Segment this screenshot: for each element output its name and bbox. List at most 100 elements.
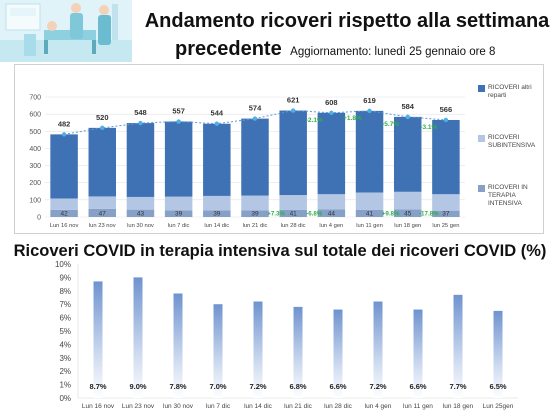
bar-segment bbox=[432, 194, 460, 211]
ti-change-label: -17.8% bbox=[419, 211, 439, 218]
bar-segment bbox=[203, 210, 231, 217]
y-tick-label: 9% bbox=[59, 273, 71, 282]
bar-value-label: 6.6% bbox=[329, 382, 346, 391]
legend-label-ti: RICOVERI IN TERAPIA INTENSIVA bbox=[488, 184, 528, 207]
ti-data-label: 45 bbox=[404, 211, 412, 218]
bar-segment bbox=[279, 209, 307, 217]
trend-point bbox=[100, 125, 105, 131]
update-timestamp: Aggiornamento: lunedì 25 gennaio ore 8 bbox=[290, 46, 496, 58]
trend-point bbox=[61, 132, 67, 137]
y-tick-label: 1% bbox=[59, 381, 71, 390]
ti-data-label: 44 bbox=[328, 211, 336, 218]
trend-point bbox=[138, 120, 143, 126]
total-change-label: -2.1% bbox=[306, 117, 323, 124]
x-tick-label: lun 18 gen bbox=[394, 223, 421, 229]
ti-change-label: +7.3% bbox=[267, 211, 285, 218]
bar bbox=[293, 306, 303, 398]
bar-segment bbox=[317, 112, 346, 195]
ti-data-label: 39 bbox=[251, 211, 259, 218]
ti-data-label: 41 bbox=[366, 211, 374, 218]
trend-point bbox=[214, 121, 220, 126]
bar bbox=[173, 293, 183, 398]
bar-segment bbox=[317, 194, 346, 210]
y-tick-label: 10% bbox=[55, 260, 71, 269]
y-tick-label: 2% bbox=[59, 367, 71, 376]
x-tick-label: Lun 16 nov bbox=[50, 223, 79, 229]
y-tick-label: 100 bbox=[29, 197, 41, 204]
main-title: Andamento ricoveri rispetto alla settima… bbox=[144, 10, 550, 32]
y-tick-label: 300 bbox=[29, 163, 41, 170]
x-tick-label: lun 28 dic bbox=[281, 223, 306, 229]
bar bbox=[373, 301, 383, 398]
total-data-label: 557 bbox=[172, 107, 185, 116]
bar-segment bbox=[164, 210, 193, 217]
x-tick-label: lun 21 dic bbox=[284, 403, 313, 410]
y-tick-label: 600 bbox=[29, 112, 41, 119]
total-change-label: -3.1% bbox=[420, 124, 437, 131]
legend-swatch-altri bbox=[478, 85, 485, 92]
ti-data-label: 39 bbox=[213, 211, 221, 218]
main-title-line2: precedente bbox=[175, 38, 282, 60]
y-tick-label: 0 bbox=[37, 215, 41, 222]
x-tick-label: lun 4 gen bbox=[319, 223, 343, 229]
ti-data-label: 43 bbox=[137, 211, 145, 218]
legend-swatch-sub bbox=[478, 135, 485, 142]
total-data-label: 574 bbox=[249, 104, 262, 113]
bar-segment bbox=[279, 195, 307, 210]
x-tick-label: lun 23 nov bbox=[89, 223, 116, 229]
hospital-illustration bbox=[0, 0, 132, 62]
total-data-label: 566 bbox=[440, 105, 453, 114]
bar bbox=[213, 304, 223, 398]
bar-segment bbox=[126, 123, 155, 197]
bar-segment bbox=[355, 192, 384, 210]
x-tick-label: lun 4 gen bbox=[365, 403, 392, 410]
bar-segment bbox=[203, 195, 231, 211]
chart2-title: Ricoveri COVID in terapia intensiva sul … bbox=[13, 242, 547, 260]
ti-data-label: 41 bbox=[290, 211, 298, 218]
bar-segment bbox=[88, 127, 117, 197]
bar-segment bbox=[393, 209, 422, 217]
bar-value-label: 7.2% bbox=[369, 382, 386, 391]
bar bbox=[413, 309, 423, 398]
x-tick-label: Lun 25gen bbox=[483, 403, 514, 410]
x-tick-label: lun 7 dic bbox=[168, 223, 190, 229]
trend-point bbox=[252, 116, 258, 121]
x-tick-label: lun 14 dic bbox=[204, 223, 229, 229]
bar-value-label: 7.2% bbox=[249, 382, 266, 391]
bar-value-label: 7.8% bbox=[169, 382, 186, 391]
x-tick-label: lun 11 gen bbox=[356, 223, 383, 229]
trend-point bbox=[443, 117, 449, 123]
x-tick-label: lun 30 nov bbox=[127, 223, 154, 229]
x-tick-label: lun 11 gen bbox=[403, 403, 433, 410]
bar-segment bbox=[355, 209, 384, 217]
bar bbox=[333, 309, 343, 398]
bar-segment bbox=[393, 116, 422, 192]
x-tick-label: Lun 16 nov bbox=[82, 403, 115, 410]
bar bbox=[493, 310, 503, 398]
bar-segment bbox=[164, 196, 193, 211]
total-data-label: 544 bbox=[211, 109, 224, 118]
bar bbox=[93, 281, 103, 398]
x-tick-label: lun 21 dic bbox=[243, 223, 268, 229]
legend-swatch-ti bbox=[478, 185, 485, 192]
bar-segment bbox=[241, 195, 269, 211]
trend-point bbox=[367, 108, 372, 114]
bar bbox=[453, 294, 463, 398]
bar-value-label: 8.7% bbox=[89, 382, 106, 391]
y-tick-label: 700 bbox=[29, 95, 41, 102]
y-tick-label: 400 bbox=[29, 146, 41, 153]
bar-value-label: 7.7% bbox=[449, 382, 466, 391]
bar-segment bbox=[279, 110, 307, 196]
ti-change-label: -6.8% bbox=[306, 211, 323, 218]
bar-value-label: 6.8% bbox=[289, 382, 306, 391]
bar-segment bbox=[164, 121, 193, 197]
x-tick-label: lun 14 dic bbox=[244, 403, 273, 410]
bar-segment bbox=[432, 119, 460, 195]
ti-data-label: 37 bbox=[442, 211, 450, 218]
hospital-scene-icon bbox=[0, 0, 132, 62]
total-data-label: 608 bbox=[325, 98, 338, 107]
bar-segment bbox=[432, 210, 460, 217]
bar-segment bbox=[50, 209, 78, 217]
